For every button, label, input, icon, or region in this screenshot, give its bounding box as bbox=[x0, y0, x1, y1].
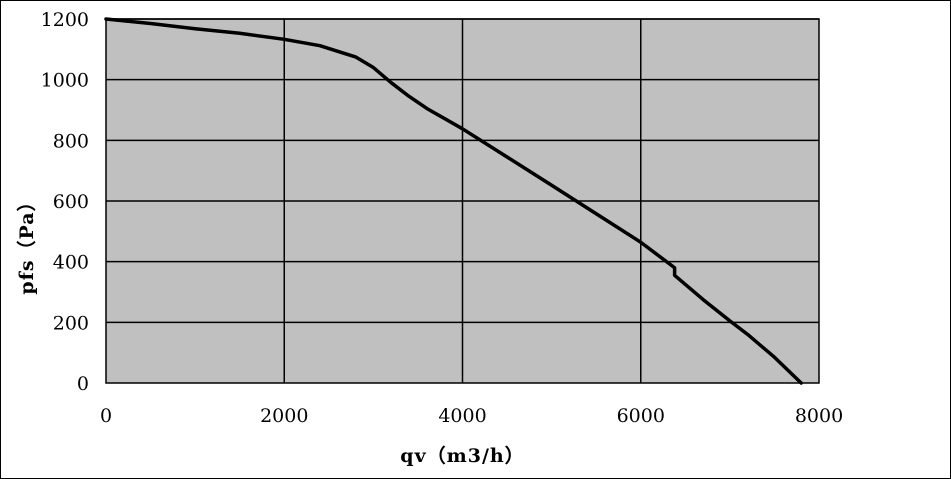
y-tick-label: 200 bbox=[53, 312, 89, 334]
y-axis-label: pfs（Pa） bbox=[15, 191, 38, 294]
x-tick-labels: 0 2000 4000 6000 8000 bbox=[100, 405, 843, 427]
x-tick-label: 4000 bbox=[438, 405, 486, 427]
x-tick-label: 8000 bbox=[795, 405, 843, 427]
x-tick-label: 0 bbox=[100, 405, 112, 427]
x-axis-label: qv（m3/h） bbox=[400, 444, 524, 467]
series-line bbox=[104, 17, 803, 385]
y-tick-label: 800 bbox=[53, 130, 89, 152]
x-tick-label: 2000 bbox=[260, 405, 308, 427]
y-tick-label: 1200 bbox=[41, 9, 89, 31]
y-tick-label: 0 bbox=[77, 373, 89, 395]
y-tick-label: 1000 bbox=[41, 70, 89, 92]
y-tick-label: 400 bbox=[53, 252, 89, 274]
y-tick-labels: 0 200 400 600 800 1000 1200 bbox=[41, 9, 89, 395]
plot-border bbox=[105, 18, 820, 384]
y-tick-label: 600 bbox=[53, 191, 89, 213]
x-tick-label: 6000 bbox=[617, 405, 665, 427]
